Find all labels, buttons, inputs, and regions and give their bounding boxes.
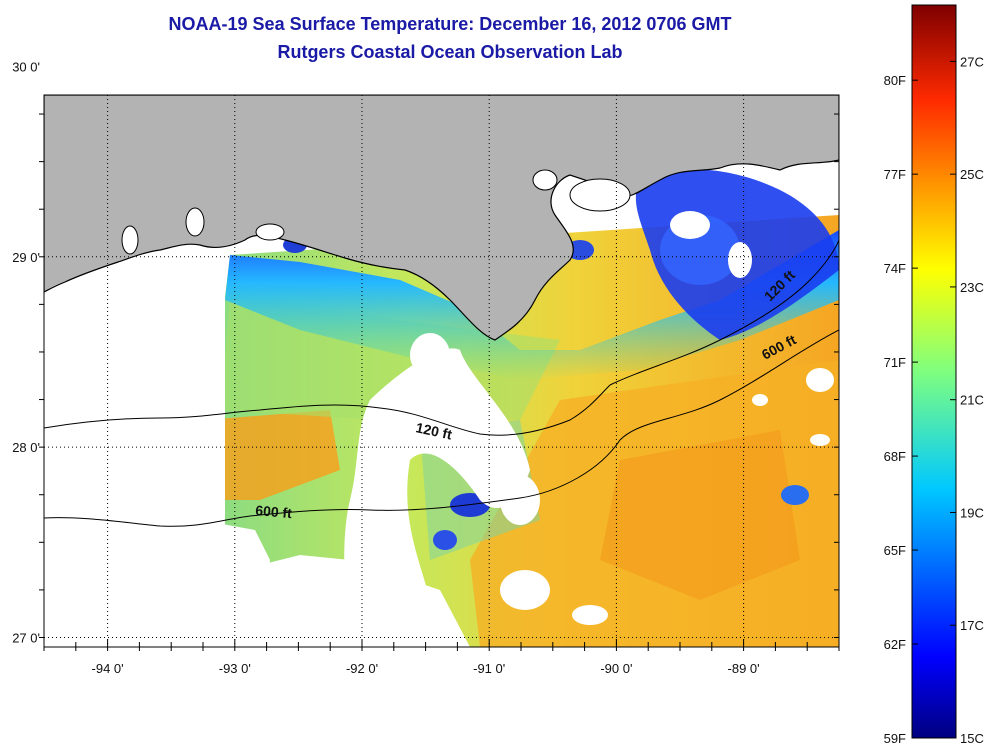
- axis-ticks: [39, 113, 840, 651]
- contour-label-600ft-west: 600 ft: [255, 502, 293, 521]
- lake-grand: [255, 223, 285, 241]
- contour-label-120ft-west: 120 ft: [414, 419, 453, 442]
- graticule: [44, 95, 839, 647]
- colorbar-c-label: 27C: [960, 54, 984, 69]
- lat-tick-label: 29 0': [12, 250, 40, 265]
- cloud-mask: [44, 205, 834, 647]
- land-mass: [44, 95, 839, 341]
- lon-tick-label: -93 0': [219, 661, 251, 676]
- colorbar-f-label: 80F: [884, 73, 906, 88]
- colorbar-f-label: 74F: [884, 261, 906, 276]
- lake: [532, 169, 558, 191]
- isobath-120ft-east: [609, 239, 839, 386]
- lon-tick-label: -90 0': [600, 661, 632, 676]
- axis-tick-labels: -94 0' -93 0' -92 0' -91 0' -90 0' -89 0' 30 0…: [12, 59, 759, 676]
- colorbar-f-label: 71F: [884, 355, 906, 370]
- lon-tick-label: -91 0': [473, 661, 505, 676]
- colorbar-c-label: 21C: [960, 393, 984, 408]
- colorbar-c-label: 15C: [960, 731, 984, 746]
- colorbar-f-label: 65F: [884, 543, 906, 558]
- colorbar-f-label: 59F: [884, 731, 906, 746]
- isobath-600ft: [44, 329, 839, 527]
- map-subtitle: Rutgers Coastal Ocean Observation Lab: [277, 42, 623, 62]
- lake-sabine: [121, 225, 139, 255]
- colorbar-c-label: 25C: [960, 167, 984, 182]
- lat-tick-label: 30 0': [12, 59, 40, 74]
- lake-calcasieu: [185, 207, 205, 237]
- lake-pontchartrain: [569, 178, 631, 212]
- colorbar: [911, 4, 957, 739]
- colorbar-c-label: 17C: [960, 618, 984, 633]
- colorbar-c-label: 19C: [960, 505, 984, 520]
- lat-tick-label: 28 0': [12, 440, 40, 455]
- isobath-120ft-west: [44, 384, 611, 436]
- colorbar-f-label: 77F: [884, 167, 906, 182]
- lon-tick-label: -94 0': [92, 661, 124, 676]
- map-frame: [43, 94, 840, 648]
- colorbar-f-label: 68F: [884, 449, 906, 464]
- lon-tick-label: -92 0': [346, 661, 378, 676]
- lat-tick-label: 27 0': [12, 630, 40, 645]
- lon-tick-label: -89 0': [728, 661, 760, 676]
- map-title: NOAA-19 Sea Surface Temperature: Decembe…: [168, 14, 732, 34]
- colorbar-f-label: 62F: [884, 637, 906, 652]
- colorbar-c-label: 23C: [960, 280, 984, 295]
- colorbar-labels: 27C 25C 23C 21C 19C 17C 15C 80F 77F 74F 71F 68F 65F 6…: [884, 54, 984, 746]
